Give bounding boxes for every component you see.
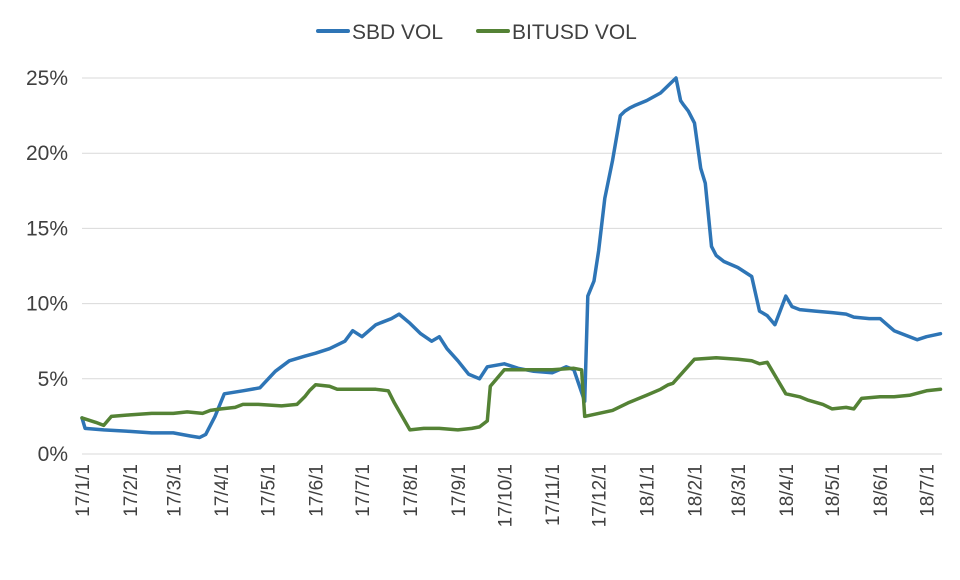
y-tick-label: 25% <box>26 67 68 90</box>
legend: SBD VOL BITUSD VOL <box>316 21 637 44</box>
x-tick-label: 17/2/1 <box>121 464 142 517</box>
x-tick-label: 17/1/1 <box>73 464 94 517</box>
x-tick-label: 17/7/1 <box>353 464 374 517</box>
series-layer <box>80 76 943 440</box>
y-axis: 0% 5% 10% 15% 20% 25% <box>26 67 68 466</box>
x-tick-label: 17/6/1 <box>307 464 328 517</box>
x-tick-label: 18/5/1 <box>823 464 844 517</box>
x-tick-label: 18/2/1 <box>686 464 707 517</box>
x-tick-label: 17/5/1 <box>259 464 280 517</box>
x-tick-label: 17/11/1 <box>543 464 564 526</box>
y-tick-label: 10% <box>26 293 68 316</box>
series-line-bitusd-vol <box>80 355 943 432</box>
x-tick-label: 18/7/1 <box>918 464 939 517</box>
x-tick-label: 17/8/1 <box>401 464 422 517</box>
x-tick-label: 18/4/1 <box>777 464 798 517</box>
series-line-sbd-vol <box>80 76 943 440</box>
x-tick-label: 17/10/1 <box>495 464 516 527</box>
x-tick-label: 18/6/1 <box>871 464 892 517</box>
legend-label: BITUSD VOL <box>512 21 637 44</box>
x-tick-label: 17/12/1 <box>590 464 611 527</box>
y-tick-label: 5% <box>38 368 68 391</box>
legend-label: SBD VOL <box>352 21 443 44</box>
x-tick-label: 17/9/1 <box>449 464 470 517</box>
x-tick-label: 18/3/1 <box>729 464 750 517</box>
x-tick-label: 17/3/1 <box>164 464 185 517</box>
y-tick-label: 15% <box>26 217 68 240</box>
y-tick-label: 20% <box>26 142 68 165</box>
gridlines <box>82 77 942 455</box>
x-axis: 17/1/1 17/2/1 17/3/1 17/4/1 17/5/1 17/6/1 17/7… <box>73 464 939 527</box>
y-tick-label: 0% <box>38 443 68 466</box>
x-tick-label: 18/1/1 <box>638 464 659 517</box>
x-tick-label: 17/4/1 <box>212 464 233 517</box>
